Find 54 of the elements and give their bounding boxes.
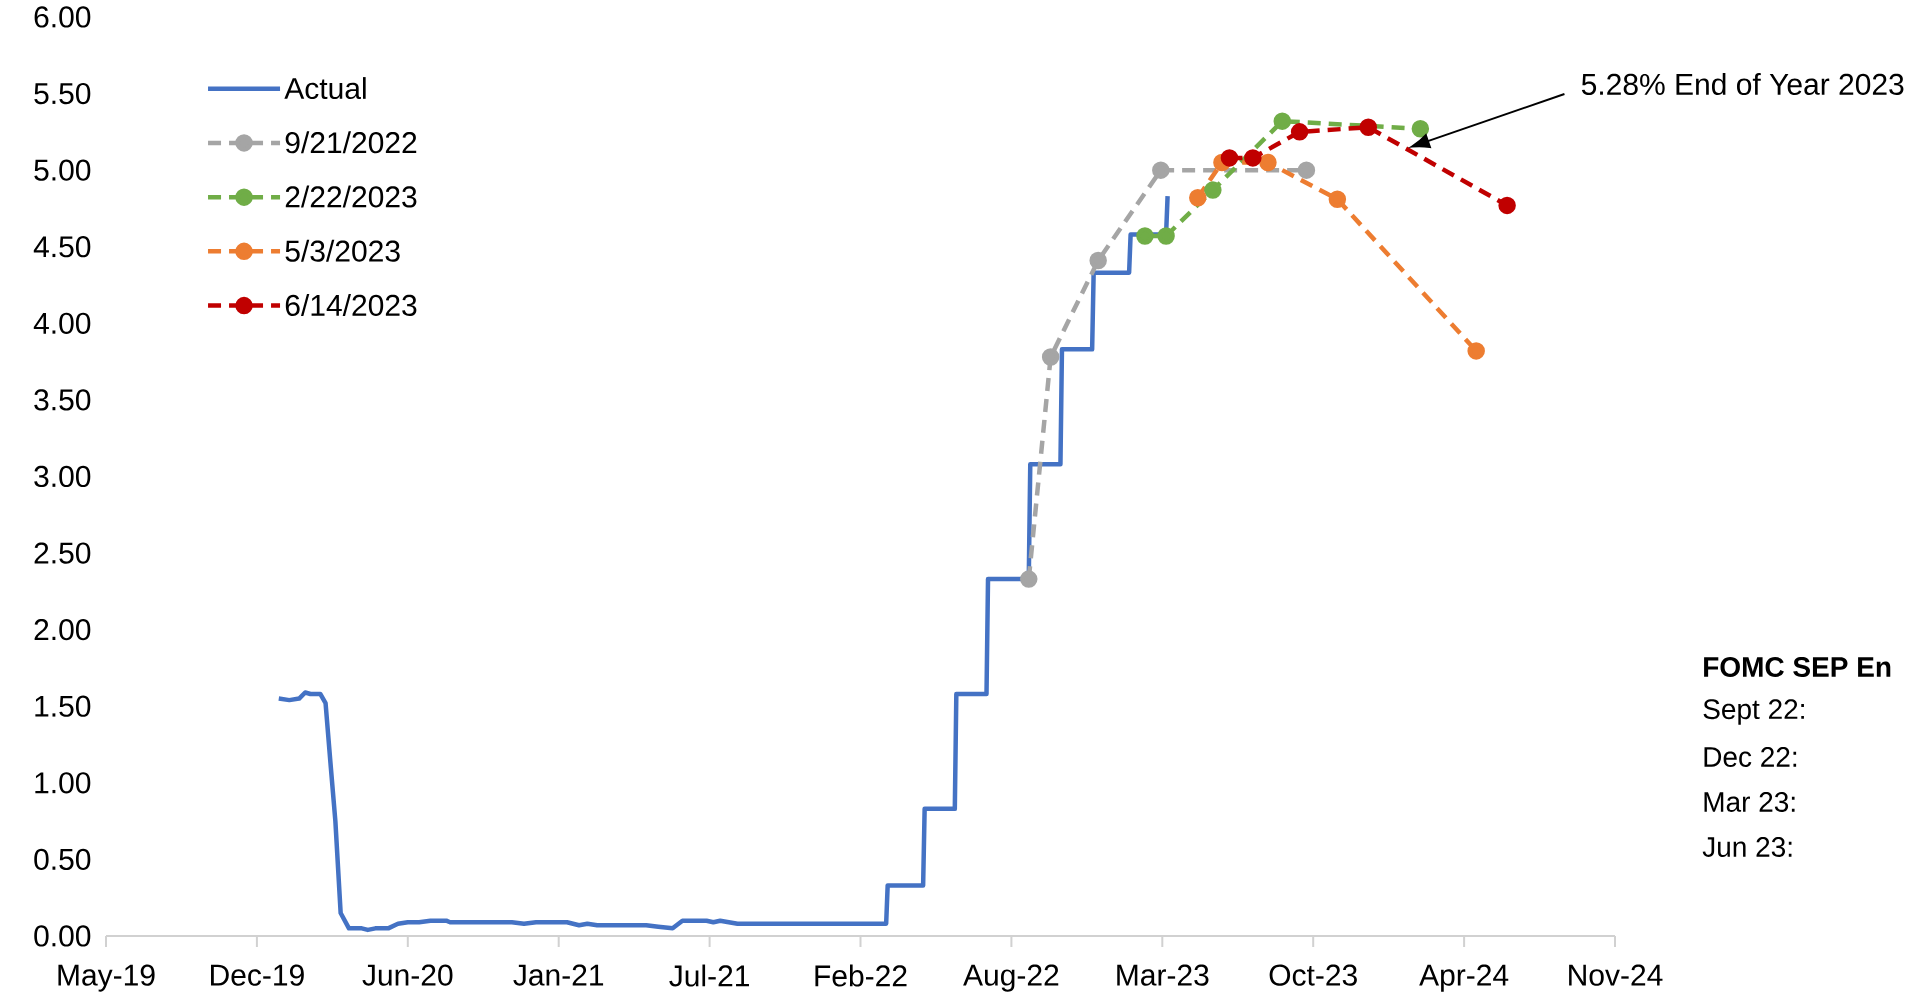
y-tick-label: 2.50 (34, 542, 91, 564)
point (1020, 570, 1038, 588)
y-tick-label: 3.00 (34, 465, 91, 488)
x-tick-label: Aug-22 (963, 964, 1059, 992)
text: Sept 22: (1703, 699, 1804, 725)
y-tick-label: 5.50 (34, 82, 91, 105)
point (1259, 153, 1277, 172)
x-tick-label: Jul-21 (669, 964, 749, 987)
y-tick-label: 5.00 (34, 159, 91, 181)
legend-label: 9/21/2022 (285, 131, 417, 154)
x-tick-label: Dec-19 (211, 964, 304, 986)
point (1089, 251, 1107, 270)
x-tick-label: Feb-22 (815, 964, 907, 987)
x-tick-label: Jan-21 (513, 964, 604, 986)
point (1204, 181, 1222, 199)
y-tick-label: 0.00 (34, 925, 91, 947)
x-tick-label: May-19 (58, 964, 155, 992)
x-tick-label: Nov-24 (1569, 964, 1663, 986)
point (1041, 348, 1060, 366)
x-tick-label: Apr-24 (1419, 964, 1509, 992)
point (1297, 161, 1316, 179)
y-tick-label: 1.00 (35, 772, 91, 794)
point (1359, 118, 1378, 137)
y-tick-label: 3.50 (34, 389, 91, 411)
x-tick-label: Mar-23 (1117, 964, 1209, 986)
x-tick-label: Jun-20 (362, 964, 453, 986)
y-tick-label: 0.50 (34, 848, 91, 871)
y-tick-label: 4.50 (33, 236, 91, 258)
text: Mar 23: (1704, 792, 1795, 812)
point (1152, 161, 1170, 179)
point (1136, 227, 1154, 245)
text: Dec 22: (1704, 747, 1797, 767)
point (1328, 190, 1347, 209)
point (1189, 188, 1207, 207)
legend-label: 5/3/2023 (285, 239, 400, 262)
point (1220, 149, 1239, 167)
y-tick-label: 6.00 (34, 6, 91, 28)
point (1467, 342, 1485, 360)
point (1273, 112, 1292, 130)
y-tick-label: 4.00 (33, 312, 91, 334)
legend-label: 6/14/2023 (285, 293, 417, 316)
point (1290, 123, 1309, 141)
annotation: 5.28% End of Year 2023 (1581, 72, 1904, 96)
point (1411, 120, 1430, 138)
point (1244, 149, 1262, 167)
text: FOMC SEP En (1704, 657, 1891, 677)
text: Jun 23: (1702, 837, 1792, 857)
y-tick-label: 2.00 (34, 619, 91, 641)
y-tick-label: 1.50 (35, 695, 91, 717)
point (1498, 196, 1516, 215)
legend-label: Actual (284, 77, 366, 100)
point (1157, 227, 1175, 245)
legend-label: 2/22/2023 (285, 185, 417, 208)
x-tick-label: Oct-23 (1269, 964, 1357, 986)
